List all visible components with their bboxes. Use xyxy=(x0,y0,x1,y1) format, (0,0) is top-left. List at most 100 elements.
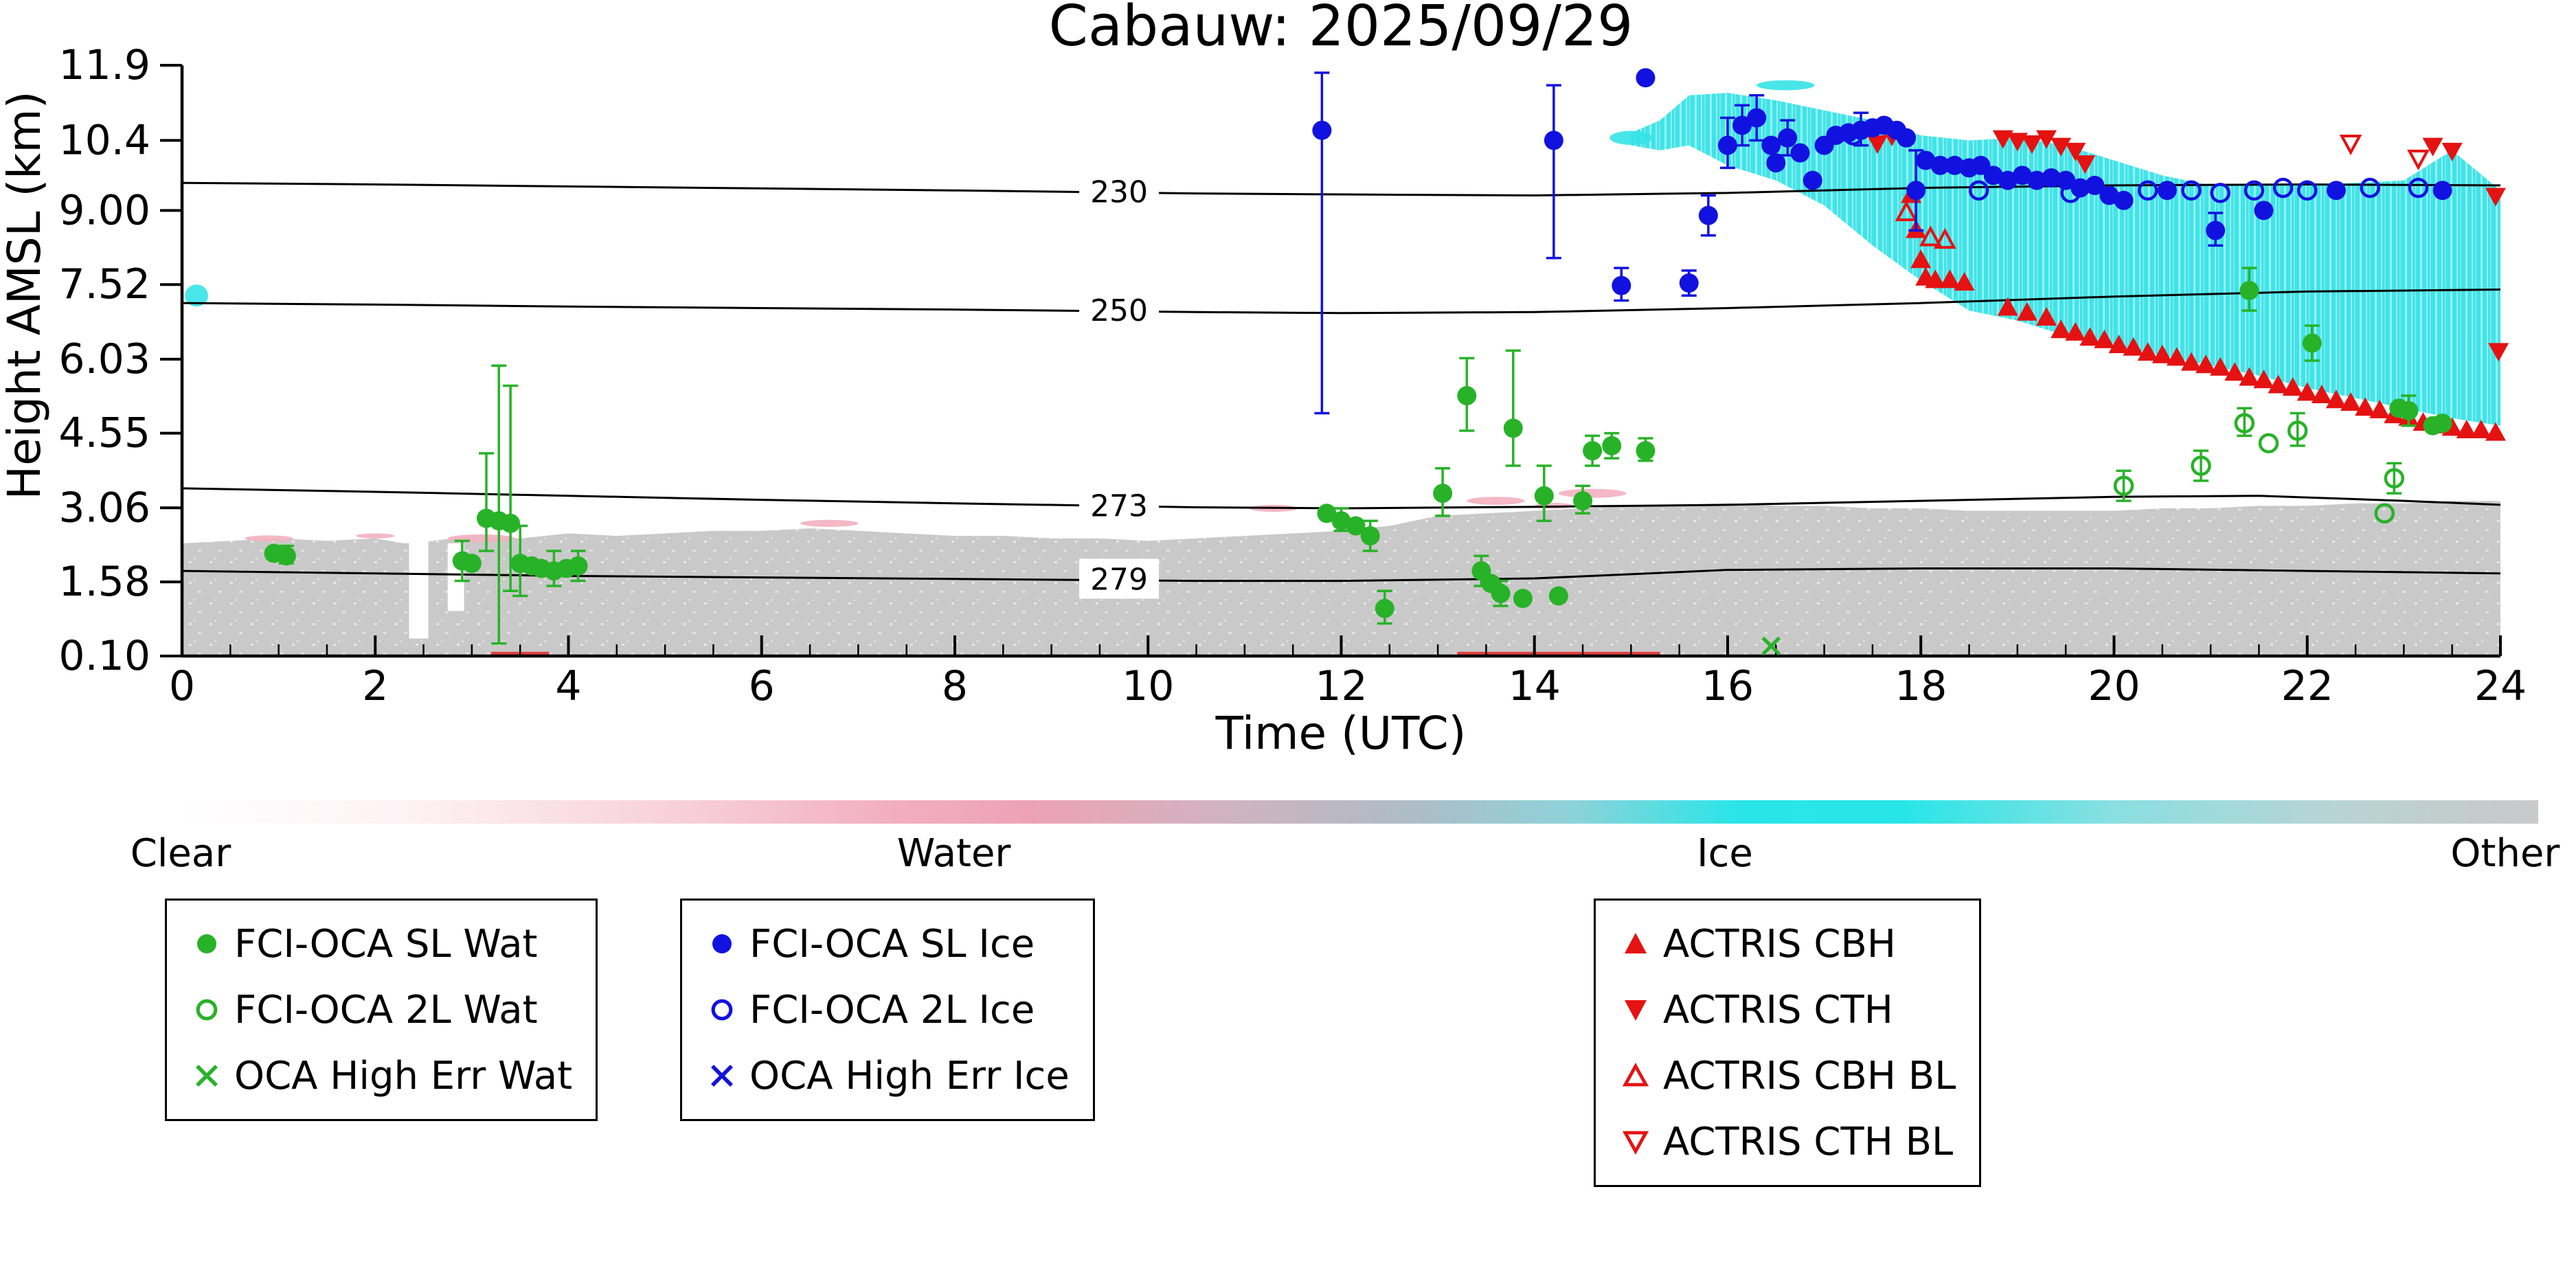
contour-label-mask xyxy=(1079,171,1160,212)
y-tick-label: 6.03 xyxy=(58,335,150,383)
data-point xyxy=(2432,414,2452,433)
data-point xyxy=(2166,347,2187,366)
data-point xyxy=(2244,180,2265,201)
data-point xyxy=(1732,115,1752,135)
data-point xyxy=(1513,589,1533,609)
x-tick-label: 6 xyxy=(749,662,775,710)
data-point xyxy=(2060,183,2081,203)
clear-gap xyxy=(409,539,429,639)
x-tick-label: 4 xyxy=(555,662,581,710)
data-point xyxy=(2079,327,2101,346)
data-point xyxy=(2157,181,2177,201)
water-cloud-patch xyxy=(356,533,395,539)
contour-label-mask xyxy=(1079,290,1160,330)
data-point xyxy=(1925,269,1946,289)
legend-item-actris-cbh: ACTRIS CBH xyxy=(1619,913,1956,975)
data-point xyxy=(1433,484,1453,504)
data-point xyxy=(2485,188,2506,207)
data-point xyxy=(2258,433,2279,454)
data-point xyxy=(2408,177,2429,199)
data-point xyxy=(2325,389,2347,409)
y-tick-label: 7.52 xyxy=(58,260,150,308)
legend-item-oca-high-err-ice: OCA High Err Ice xyxy=(705,1045,1070,1107)
data-point xyxy=(1602,436,1622,455)
filled-circle-marker-icon xyxy=(712,934,732,953)
open-circle-marker-icon xyxy=(711,999,733,1021)
data-point xyxy=(2036,130,2057,149)
x-tick-label: 14 xyxy=(1509,662,1561,710)
data-point xyxy=(2340,392,2362,411)
data-point xyxy=(1718,135,1737,155)
x-tick-label: 22 xyxy=(2281,662,2334,710)
data-point xyxy=(1919,225,1942,247)
data-point xyxy=(1761,135,1781,155)
legend-item-fci-oca-2l-wat: FCI-OCA 2L Wat xyxy=(190,979,572,1041)
data-point xyxy=(2151,344,2173,363)
data-point xyxy=(1534,486,1554,506)
data-point xyxy=(2012,166,2032,185)
legend-box-water: FCI-OCA SL Wat FCI-OCA 2L Wat OCA High E… xyxy=(165,899,598,1121)
y-tick-label: 11.9 xyxy=(58,41,150,89)
data-point xyxy=(1930,155,1950,175)
data-point xyxy=(1790,143,1810,163)
x-tick-label: 20 xyxy=(2088,662,2140,710)
legend-item-fci-oca-sl-wat: FCI-OCA SL Wat xyxy=(190,913,572,975)
data-point xyxy=(2113,475,2134,496)
data-point xyxy=(2065,142,2086,161)
data-point xyxy=(2311,385,2332,404)
data-point xyxy=(1916,150,1936,170)
data-point xyxy=(2407,149,2430,171)
data-point xyxy=(1910,249,1932,269)
temperature-contour-line xyxy=(181,289,2501,315)
data-point xyxy=(2137,180,2158,201)
data-point xyxy=(1491,583,1511,603)
data-point xyxy=(2027,170,2046,190)
filled-triangle-up-marker-icon xyxy=(1625,933,1647,953)
data-point xyxy=(2210,357,2231,376)
data-point xyxy=(2042,168,2061,188)
data-point xyxy=(2302,333,2322,353)
data-point xyxy=(2099,185,2119,205)
open-triangle-down-marker-icon xyxy=(1622,1131,1649,1155)
contour-label: 273 xyxy=(1090,488,1148,523)
data-point xyxy=(1503,418,1523,438)
data-point xyxy=(2268,374,2289,394)
data-point xyxy=(2007,133,2028,152)
open-circle-marker-icon xyxy=(196,999,218,1021)
data-point xyxy=(1945,155,1965,175)
x-marker-icon xyxy=(711,1065,733,1087)
legend-label: OCA High Err Ice xyxy=(749,1053,1070,1098)
data-point xyxy=(2369,399,2391,418)
x-tick-label: 10 xyxy=(1122,662,1174,710)
data-point xyxy=(2050,137,2072,157)
legend-label: FCI-OCA SL Ice xyxy=(749,921,1035,967)
data-point xyxy=(1934,227,1956,249)
data-point xyxy=(2254,201,2274,221)
data-point xyxy=(1360,526,1380,546)
data-point xyxy=(2224,362,2246,381)
data-point xyxy=(2016,302,2037,321)
data-point xyxy=(2384,468,2405,489)
data-point xyxy=(2360,177,2380,199)
data-point xyxy=(276,546,296,566)
series-fci-oca-sl-wat xyxy=(264,267,2452,645)
data-point xyxy=(568,556,588,576)
contour-label: 250 xyxy=(1090,293,1148,328)
legend-box-actris: ACTRIS CBH ACTRIS CTH ACTRIS CBH BL ACTR… xyxy=(1594,899,1982,1187)
data-point xyxy=(1897,128,1917,148)
x-tick-label: 12 xyxy=(1315,662,1367,710)
legend-item-actris-cbh-bl: ACTRIS CBH BL xyxy=(1619,1045,1956,1107)
contour-label-mask xyxy=(1079,485,1160,526)
data-point xyxy=(2195,354,2217,374)
series-fci-oca-2l-ice xyxy=(1843,125,2429,203)
data-point xyxy=(2050,319,2072,339)
x-tick-label: 0 xyxy=(169,662,195,710)
x-marker-icon xyxy=(196,1065,218,1087)
ice-cloud-patch xyxy=(1609,131,1653,145)
data-point xyxy=(1346,516,1366,536)
data-point xyxy=(1612,275,1631,295)
y-tick-label: 0.10 xyxy=(58,632,150,680)
data-point xyxy=(1548,586,1568,606)
data-point xyxy=(2422,137,2443,157)
